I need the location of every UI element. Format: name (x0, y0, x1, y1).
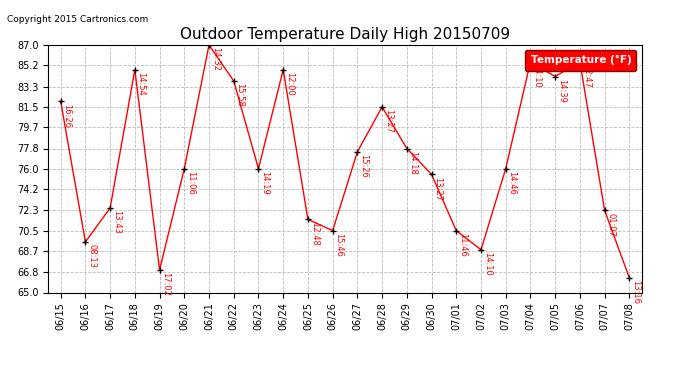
Text: 13:16: 13:16 (631, 280, 640, 304)
Text: 11:06: 11:06 (186, 171, 195, 195)
Text: 13:43: 13:43 (112, 210, 121, 234)
Text: 13:27: 13:27 (384, 109, 393, 133)
Text: 12:47: 12:47 (582, 64, 591, 88)
Text: 15:58: 15:58 (235, 83, 244, 107)
Text: 12:48: 12:48 (310, 222, 319, 246)
Text: 14:10: 14:10 (532, 64, 541, 88)
Legend: Temperature (°F): Temperature (°F) (525, 50, 636, 71)
Text: 13:27: 13:27 (433, 177, 442, 201)
Text: 17:02: 17:02 (161, 272, 170, 296)
Text: 15:26: 15:26 (359, 154, 368, 178)
Text: 14:46: 14:46 (507, 171, 516, 195)
Title: Outdoor Temperature Daily High 20150709: Outdoor Temperature Daily High 20150709 (180, 27, 510, 42)
Text: 14:39: 14:39 (557, 79, 566, 103)
Text: 08:13: 08:13 (87, 244, 96, 268)
Text: 14:54: 14:54 (137, 72, 146, 96)
Text: 14:18: 14:18 (408, 151, 417, 175)
Text: Copyright 2015 Cartronics.com: Copyright 2015 Cartronics.com (7, 15, 148, 24)
Text: 15:46: 15:46 (335, 233, 344, 257)
Text: 01:07: 01:07 (607, 213, 615, 237)
Text: 11:46: 11:46 (458, 233, 467, 257)
Text: 14:10: 14:10 (483, 252, 492, 276)
Text: 14:32: 14:32 (210, 47, 219, 71)
Text: 14:19: 14:19 (260, 171, 269, 195)
Text: 12:00: 12:00 (285, 72, 294, 96)
Text: 16:26: 16:26 (62, 104, 71, 128)
